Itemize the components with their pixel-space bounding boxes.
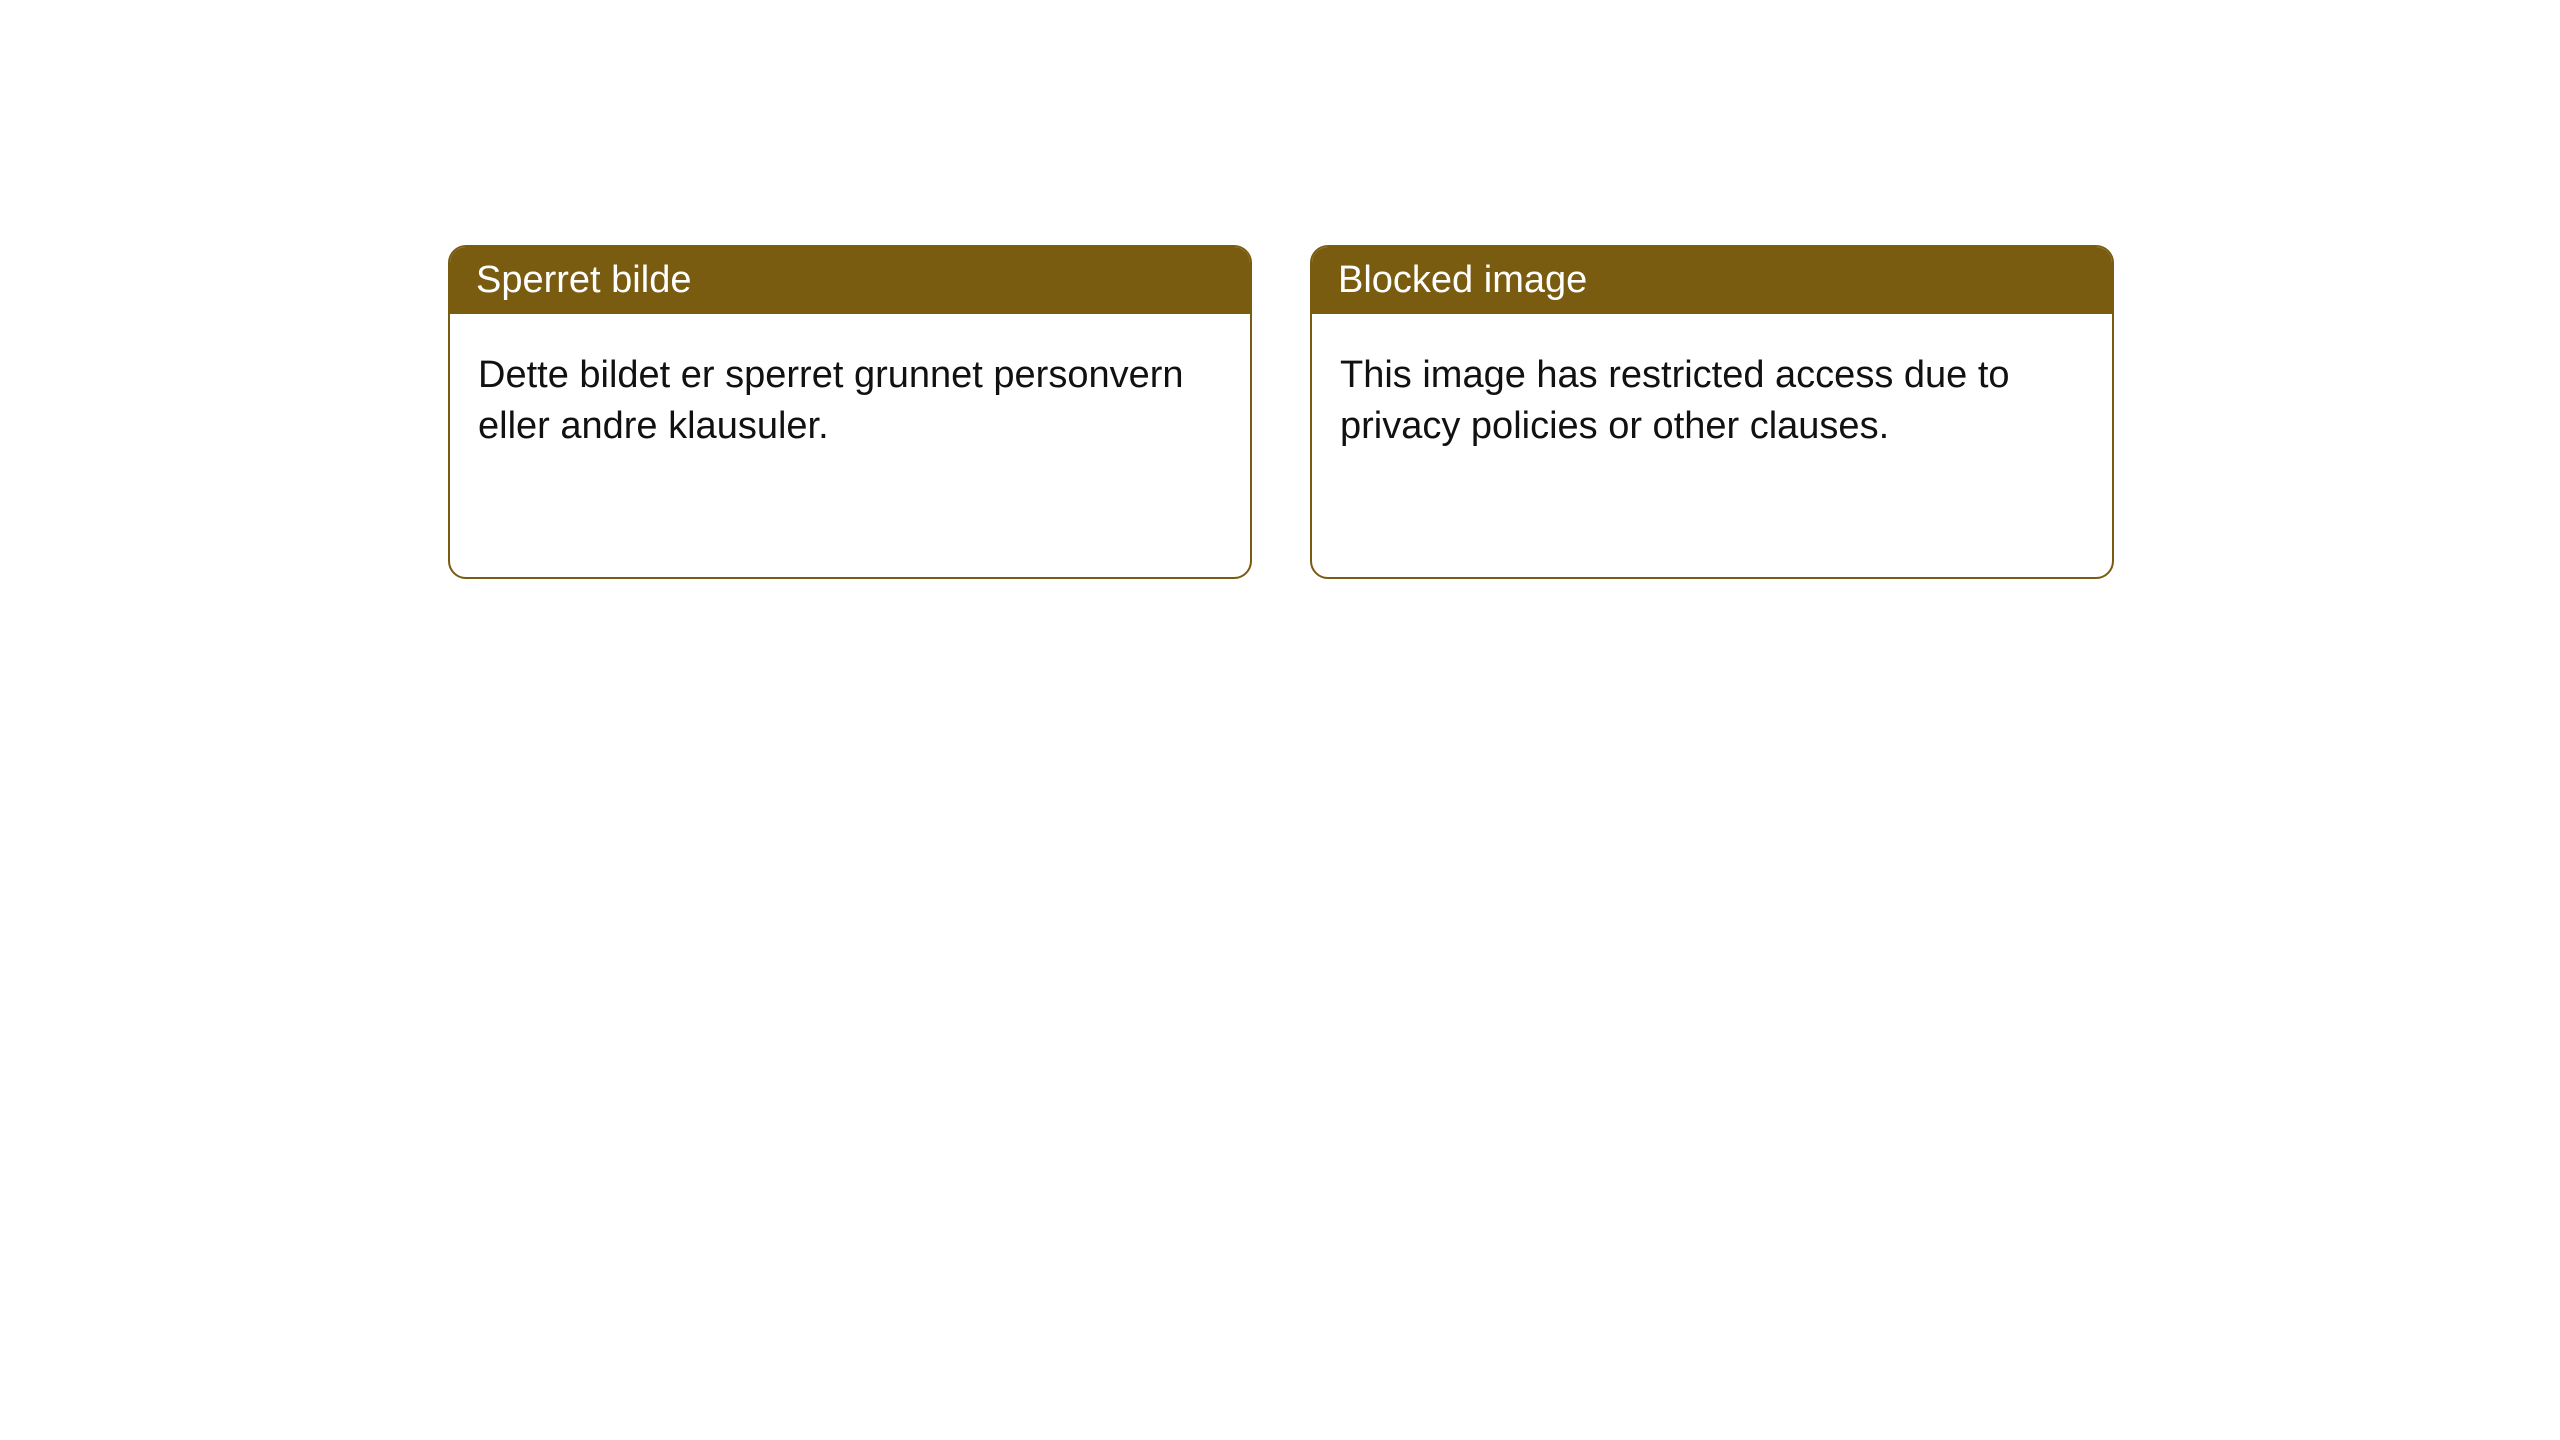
notice-card-header: Sperret bilde	[450, 247, 1250, 314]
notice-card-body: This image has restricted access due to …	[1312, 314, 2112, 489]
notice-card-body: Dette bildet er sperret grunnet personve…	[450, 314, 1250, 489]
notice-card-title: Sperret bilde	[476, 259, 691, 301]
notice-card-english: Blocked image This image has restricted …	[1310, 245, 2114, 579]
notice-card-norwegian: Sperret bilde Dette bildet er sperret gr…	[448, 245, 1252, 579]
notice-card-message: This image has restricted access due to …	[1340, 354, 2010, 447]
notice-cards-container: Sperret bilde Dette bildet er sperret gr…	[0, 0, 2560, 579]
notice-card-title: Blocked image	[1338, 259, 1587, 301]
notice-card-header: Blocked image	[1312, 247, 2112, 314]
notice-card-message: Dette bildet er sperret grunnet personve…	[478, 354, 1184, 447]
